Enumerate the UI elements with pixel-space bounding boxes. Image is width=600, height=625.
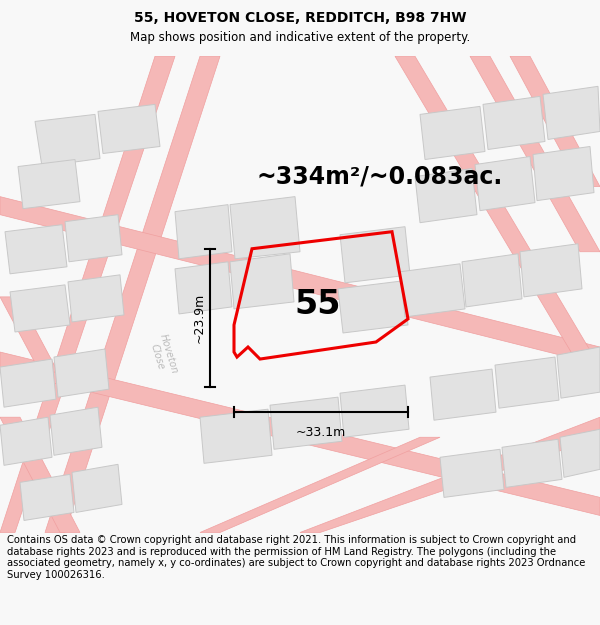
Polygon shape — [98, 104, 160, 154]
Polygon shape — [338, 281, 408, 333]
Text: 55: 55 — [295, 288, 341, 321]
Polygon shape — [5, 225, 67, 274]
Polygon shape — [65, 214, 122, 262]
Polygon shape — [54, 349, 109, 397]
Polygon shape — [430, 369, 496, 420]
Polygon shape — [72, 464, 122, 512]
Polygon shape — [0, 197, 600, 365]
Text: Hoveton
Close: Hoveton Close — [146, 332, 179, 378]
Polygon shape — [200, 409, 272, 463]
Polygon shape — [230, 254, 294, 309]
Polygon shape — [200, 438, 440, 532]
Polygon shape — [502, 439, 562, 488]
Text: ~334m²/~0.083ac.: ~334m²/~0.083ac. — [257, 164, 503, 189]
Polygon shape — [20, 474, 74, 521]
Polygon shape — [0, 352, 600, 516]
Text: Map shows position and indicative extent of the property.: Map shows position and indicative extent… — [130, 31, 470, 44]
Polygon shape — [45, 56, 220, 532]
Polygon shape — [230, 197, 300, 259]
Polygon shape — [533, 146, 594, 201]
Text: Contains OS data © Crown copyright and database right 2021. This information is : Contains OS data © Crown copyright and d… — [7, 535, 586, 580]
Polygon shape — [175, 262, 232, 314]
Polygon shape — [35, 114, 100, 166]
Polygon shape — [510, 56, 600, 187]
Polygon shape — [415, 169, 477, 222]
Polygon shape — [462, 254, 522, 307]
Polygon shape — [520, 244, 582, 297]
Polygon shape — [300, 418, 600, 532]
Polygon shape — [18, 159, 80, 209]
Polygon shape — [400, 264, 465, 317]
Polygon shape — [0, 56, 175, 532]
Polygon shape — [395, 56, 600, 367]
Polygon shape — [557, 347, 600, 398]
Polygon shape — [440, 449, 504, 498]
Polygon shape — [340, 385, 409, 438]
Text: ~23.9m: ~23.9m — [193, 292, 206, 343]
Polygon shape — [0, 418, 80, 532]
Polygon shape — [175, 204, 232, 259]
Polygon shape — [0, 418, 52, 466]
Polygon shape — [420, 106, 485, 159]
Polygon shape — [270, 397, 342, 449]
Text: ~33.1m: ~33.1m — [296, 426, 346, 439]
Polygon shape — [495, 357, 559, 408]
Polygon shape — [475, 156, 535, 211]
Polygon shape — [483, 96, 545, 149]
Polygon shape — [50, 407, 102, 455]
Polygon shape — [470, 56, 600, 252]
Polygon shape — [0, 359, 56, 407]
Polygon shape — [10, 285, 70, 332]
Polygon shape — [340, 227, 410, 283]
Polygon shape — [560, 429, 600, 478]
Polygon shape — [0, 297, 58, 372]
Text: 55, HOVETON CLOSE, REDDITCH, B98 7HW: 55, HOVETON CLOSE, REDDITCH, B98 7HW — [134, 11, 466, 25]
Polygon shape — [543, 86, 600, 139]
Polygon shape — [68, 275, 124, 322]
